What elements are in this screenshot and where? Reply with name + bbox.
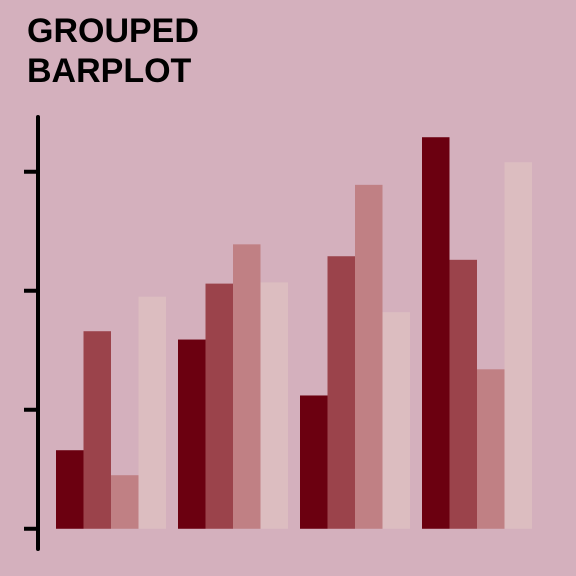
bar (382, 312, 410, 529)
bar (111, 475, 139, 529)
bar (205, 283, 233, 529)
bar (83, 331, 111, 529)
bar (355, 184, 383, 529)
bar (260, 282, 288, 529)
bar (300, 395, 328, 529)
bar (504, 162, 532, 529)
bar (138, 296, 166, 529)
bar (477, 369, 505, 529)
bar (56, 450, 84, 529)
bar (178, 339, 206, 529)
bar (449, 259, 477, 529)
chart-title: GROUPED BARPLOT (27, 12, 199, 90)
bar (233, 244, 261, 529)
bar (422, 137, 450, 529)
bar (327, 256, 355, 529)
